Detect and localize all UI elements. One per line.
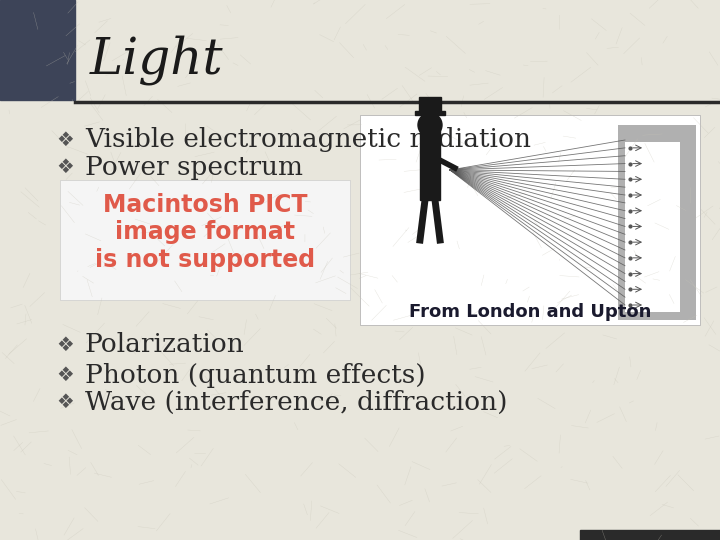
FancyBboxPatch shape xyxy=(419,97,441,111)
FancyBboxPatch shape xyxy=(360,115,700,325)
Text: ❖: ❖ xyxy=(56,393,74,411)
FancyBboxPatch shape xyxy=(625,142,680,312)
FancyBboxPatch shape xyxy=(618,125,696,320)
Text: Polarization: Polarization xyxy=(85,333,245,357)
FancyBboxPatch shape xyxy=(420,125,440,200)
FancyBboxPatch shape xyxy=(60,180,350,300)
Text: image format: image format xyxy=(115,220,295,244)
Text: From London and Upton: From London and Upton xyxy=(409,303,651,321)
Text: Visible electromagnetic radiation: Visible electromagnetic radiation xyxy=(85,127,531,152)
Text: ❖: ❖ xyxy=(56,158,74,177)
Text: Power spectrum: Power spectrum xyxy=(85,154,303,179)
Text: ❖: ❖ xyxy=(56,131,74,150)
Text: is not supported: is not supported xyxy=(95,248,315,272)
Text: ❖: ❖ xyxy=(56,366,74,384)
Circle shape xyxy=(418,113,442,137)
Text: Wave (interference, diffraction): Wave (interference, diffraction) xyxy=(85,389,508,415)
FancyBboxPatch shape xyxy=(580,530,720,540)
Text: Light: Light xyxy=(90,35,224,85)
FancyBboxPatch shape xyxy=(415,111,445,115)
Text: ❖: ❖ xyxy=(56,335,74,354)
Text: Macintosh PICT: Macintosh PICT xyxy=(103,193,307,217)
Text: Photon (quantum effects): Photon (quantum effects) xyxy=(85,362,426,388)
FancyBboxPatch shape xyxy=(0,0,75,100)
